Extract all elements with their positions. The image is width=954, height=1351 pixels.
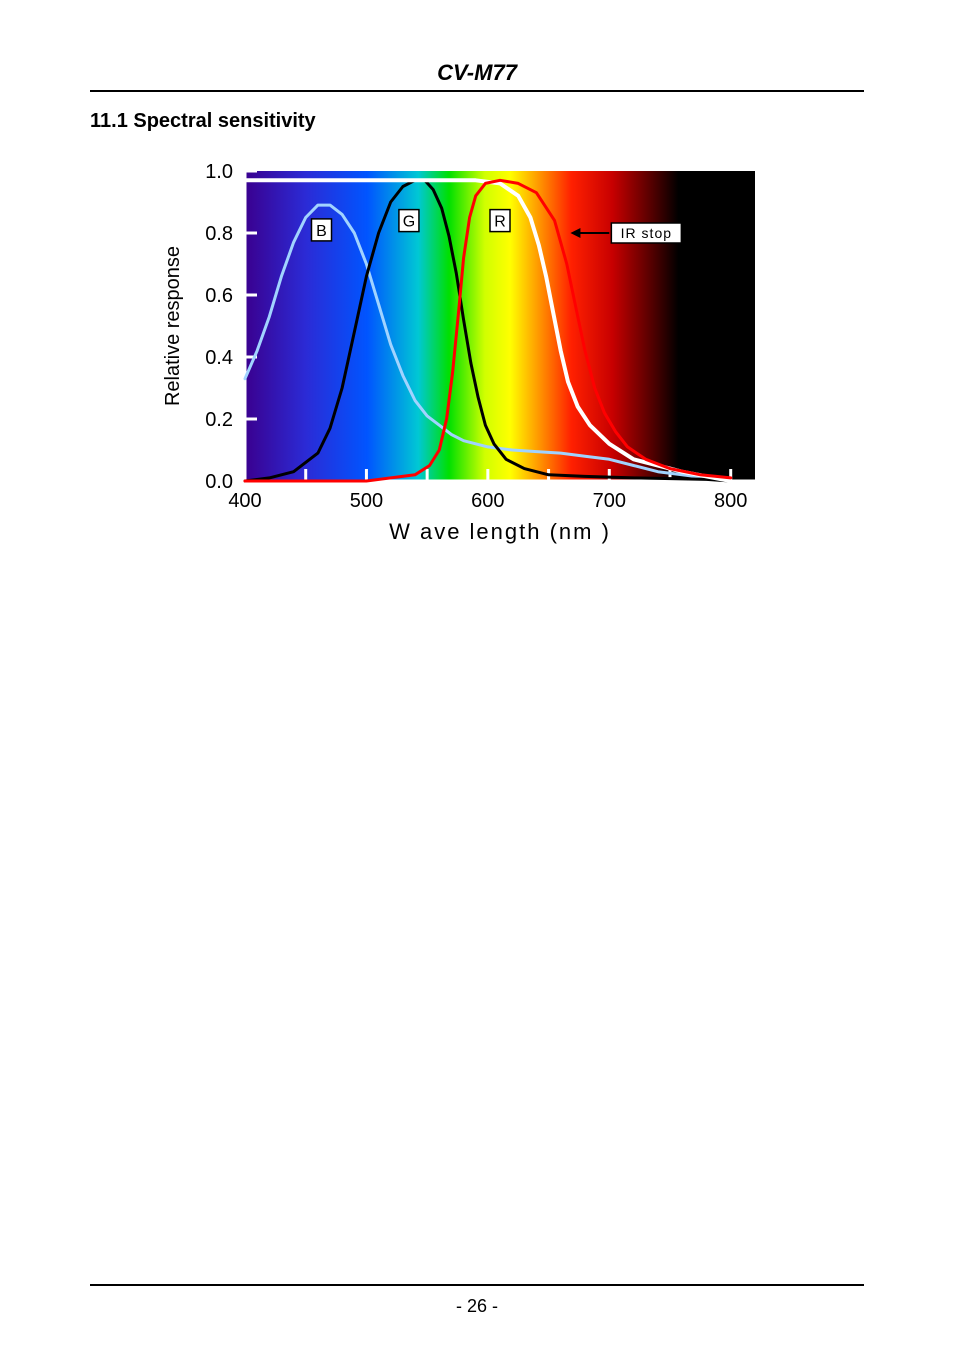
footer: - 26 -	[90, 1284, 864, 1317]
series-label-b: B	[312, 219, 332, 241]
y-axis-label: Relative response	[162, 246, 184, 406]
x-tick-label: 500	[350, 490, 383, 512]
page: CV-M77 11.1 Spectral sensitivity 0.00.20…	[0, 0, 954, 1351]
doc-title-wrap: CV-M77	[90, 60, 864, 86]
x-tick-label: 600	[471, 490, 504, 512]
svg-text:IR stop: IR stop	[621, 225, 672, 241]
doc-title: CV-M77	[437, 60, 517, 86]
svg-text:G: G	[403, 214, 415, 231]
svg-text:R: R	[494, 214, 506, 231]
y-tick-label: 0.2	[205, 409, 233, 431]
x-axis-label: W ave length (nm )	[389, 519, 611, 544]
svg-text:B: B	[316, 223, 327, 240]
x-tick-label: 800	[714, 490, 747, 512]
series-label-r: R	[490, 210, 510, 232]
footer-rule	[90, 1284, 864, 1286]
x-tick-label: 700	[593, 490, 626, 512]
spectral-chart: 0.00.20.40.60.81.0400500600700800W ave l…	[157, 151, 797, 571]
y-tick-label: 0.4	[205, 347, 233, 369]
chart-wrap: 0.00.20.40.60.81.0400500600700800W ave l…	[157, 151, 797, 576]
title-rule	[90, 90, 864, 92]
x-tick-label: 400	[228, 490, 261, 512]
series-label-g: G	[399, 210, 419, 232]
y-tick-label: 0.6	[205, 285, 233, 307]
y-tick-label: 0.8	[205, 223, 233, 245]
section-heading: 11.1 Spectral sensitivity	[90, 110, 864, 133]
page-number: - 26 -	[90, 1296, 864, 1317]
y-tick-label: 1.0	[205, 161, 233, 183]
